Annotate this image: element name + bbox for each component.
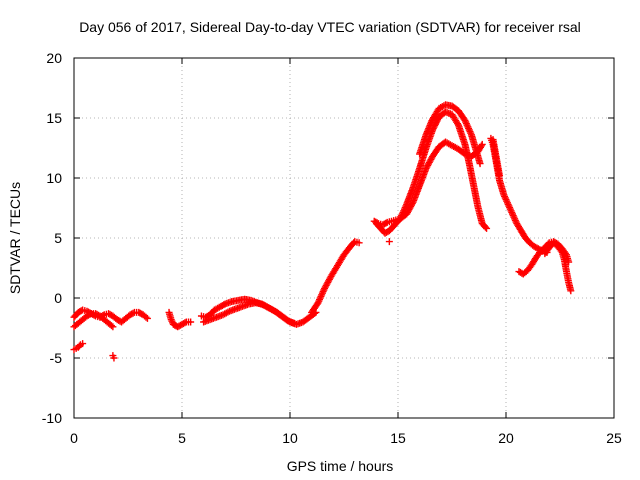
- axis-ticks: 0 5 10 15 20 25 -10 -5 0 5 10 15 20: [42, 50, 622, 446]
- data-point-interp: [397, 213, 405, 221]
- data-point-interp: [320, 286, 328, 294]
- grid: [74, 58, 614, 418]
- data-point-interp: [318, 291, 326, 299]
- y-tick-label: 0: [54, 290, 62, 306]
- data-point: [167, 316, 175, 324]
- data-point: [79, 340, 87, 348]
- data-point: [476, 160, 484, 168]
- data-point-interp: [181, 319, 189, 327]
- y-axis-label: SDTVAR / TECUs: [7, 182, 23, 294]
- x-tick-label: 5: [178, 430, 186, 446]
- data-point: [314, 299, 322, 307]
- data-point-interp: [224, 308, 232, 316]
- data-point-interp: [465, 126, 473, 134]
- data-point-interp: [318, 289, 326, 297]
- x-axis-label: GPS time / hours: [287, 458, 394, 474]
- data-point-interp: [400, 207, 408, 215]
- data-point-interp: [316, 294, 324, 302]
- data-point-interp: [506, 204, 514, 212]
- data-point-interp: [512, 218, 520, 226]
- data-point-interp: [107, 322, 115, 330]
- data-point-interp: [507, 207, 515, 215]
- x-tick-label: 0: [70, 430, 78, 446]
- data-point: [504, 200, 512, 208]
- y-tick-label: 20: [46, 50, 62, 66]
- y-tick-label: -10: [42, 410, 62, 426]
- data-point-interp: [505, 202, 513, 210]
- data-point-interp: [90, 311, 98, 319]
- data-point: [483, 224, 491, 232]
- data-point-interp: [502, 196, 510, 204]
- data-point-interp: [463, 121, 471, 129]
- data-point-interp: [317, 292, 325, 300]
- data-point-interp: [557, 247, 565, 255]
- x-tick-label: 15: [390, 430, 406, 446]
- x-tick-label: 25: [606, 430, 622, 446]
- data-point: [110, 354, 118, 362]
- data-point-interp: [466, 128, 474, 136]
- data-point: [109, 323, 117, 331]
- y-tick-label: 5: [54, 230, 62, 246]
- data-point-interp: [511, 215, 519, 223]
- data-point-interp: [511, 216, 519, 224]
- data-point-interp: [506, 205, 514, 213]
- data-point-interp: [129, 309, 137, 317]
- x-tick-label: 10: [282, 430, 298, 446]
- data-point-interp: [402, 202, 410, 210]
- data-point: [478, 140, 486, 148]
- data-point-interp: [462, 118, 470, 126]
- data-point-interp: [464, 123, 472, 131]
- data-point-interp: [400, 205, 408, 213]
- data-point-interp: [477, 142, 485, 150]
- data-point-interp: [168, 317, 176, 325]
- data-point-interp: [316, 296, 324, 304]
- chart-title: Day 056 of 2017, Sidereal Day-to-day VTE…: [79, 19, 581, 35]
- data-point-interp: [319, 288, 327, 296]
- data-point: [508, 210, 516, 218]
- data-point: [500, 191, 508, 199]
- data-point-interp: [465, 124, 473, 132]
- x-tick-label: 20: [498, 430, 514, 446]
- data-point-interp: [501, 194, 509, 202]
- data-point-interp: [510, 213, 518, 221]
- data-point-interp: [509, 212, 517, 220]
- data-point-interp: [398, 210, 406, 218]
- data-point: [396, 215, 404, 223]
- data-point: [496, 172, 504, 180]
- data-point-interp: [481, 223, 489, 231]
- data-point-interp: [454, 120, 462, 128]
- data-point: [385, 238, 393, 246]
- data-point-interp: [99, 312, 107, 320]
- data-point-interp: [503, 199, 511, 207]
- data-point: [355, 239, 363, 247]
- data-point-interp: [142, 313, 150, 321]
- data-point-interp: [467, 129, 475, 137]
- y-tick-label: 15: [46, 110, 62, 126]
- data-point-interp: [401, 204, 409, 212]
- data-point-interp: [501, 192, 509, 200]
- data-point-interp: [382, 219, 390, 227]
- data-point-interp: [315, 297, 323, 305]
- data-point-interp: [398, 212, 406, 220]
- data-point-interp: [462, 120, 470, 128]
- data-point: [143, 314, 151, 322]
- data-point-interp: [508, 208, 516, 216]
- data-point: [290, 319, 298, 327]
- data-point-interp: [503, 197, 511, 205]
- y-tick-label: 10: [46, 170, 62, 186]
- data-point: [461, 116, 469, 124]
- data-point-interp: [399, 208, 407, 216]
- data-point-interp: [220, 301, 228, 309]
- data-points: [70, 101, 575, 362]
- y-tick-label: -5: [50, 350, 63, 366]
- data-point: [187, 318, 195, 326]
- data-point: [567, 287, 575, 295]
